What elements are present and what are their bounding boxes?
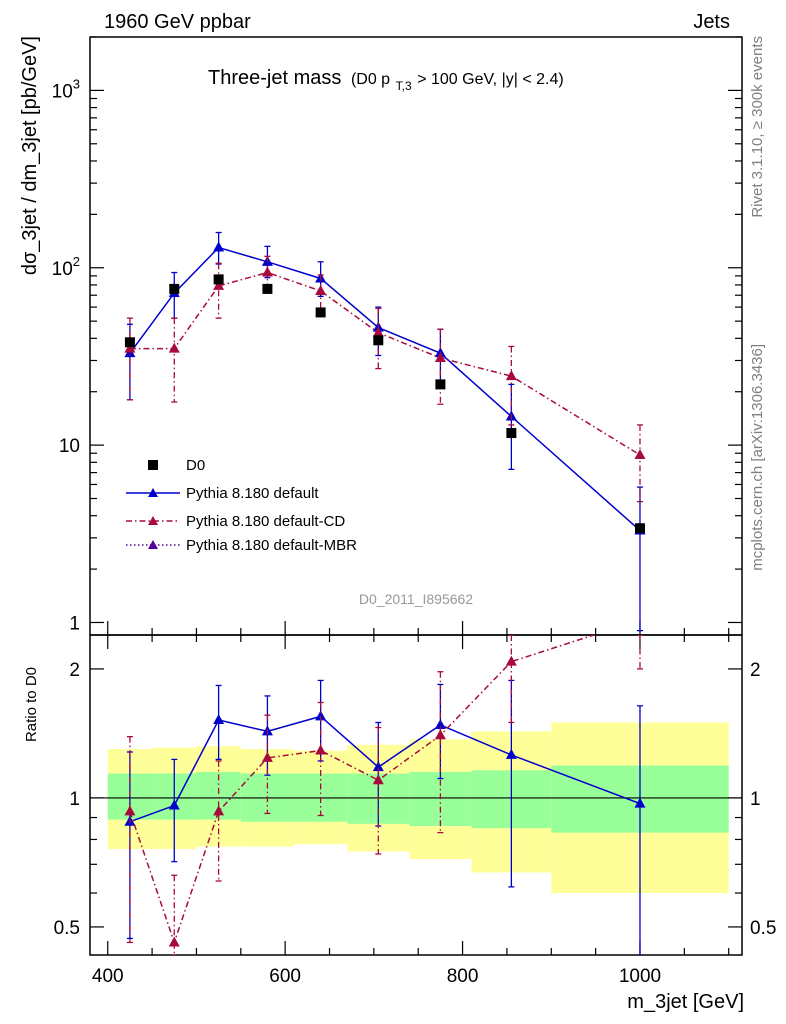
y-tick-label: 103 bbox=[52, 76, 80, 102]
data-point-d0 bbox=[506, 428, 517, 439]
ratio-tick-label-right: 2 bbox=[750, 660, 761, 681]
series-marker-ratio bbox=[434, 718, 446, 729]
ratio-plot-frame bbox=[89, 634, 743, 956]
series-marker-ratio bbox=[213, 714, 225, 725]
header-energy-label: 1960 GeV ppbar bbox=[104, 11, 251, 33]
legend-label-d0: D0 bbox=[186, 457, 205, 474]
data-point-d0 bbox=[213, 274, 224, 285]
data-point-d0 bbox=[262, 283, 273, 294]
series-marker-ratio bbox=[505, 748, 517, 759]
y-axis-label: dσ_3jet / dm_3jet [pb/GeV] bbox=[19, 36, 41, 275]
series-marker-ratio bbox=[372, 761, 384, 772]
chart-title-cut-index: T,3 bbox=[396, 79, 412, 93]
y-tick-label: 1 bbox=[69, 613, 80, 634]
series-marker-ratio bbox=[168, 936, 180, 947]
ratio-uncertainty-bands bbox=[107, 722, 729, 893]
series-marker-ratio bbox=[505, 655, 517, 666]
series-marker-ratio bbox=[124, 805, 136, 816]
chart-title-cut-rest: > 100 GeV, |y| < 2.4) bbox=[417, 71, 563, 88]
series-marker-ratio bbox=[315, 710, 327, 721]
y-tick-label-exponent: 2 bbox=[73, 254, 80, 269]
series-marker-ratio bbox=[372, 774, 384, 785]
x-tick-label: 1000 bbox=[619, 966, 661, 987]
series-marker-main bbox=[213, 279, 225, 290]
header-category-label: Jets bbox=[693, 11, 730, 33]
data-point-d0 bbox=[634, 523, 645, 534]
ratio-y-axis-label: Ratio to D0 bbox=[23, 667, 40, 742]
data-point-d0 bbox=[373, 335, 384, 346]
legend-marker-default bbox=[148, 488, 158, 497]
data-point-d0 bbox=[315, 307, 326, 318]
ratio-tick-label: 1 bbox=[69, 789, 80, 810]
ratio-tick-label-right: 0.5 bbox=[750, 918, 776, 939]
ratio-tick-label: 0.5 bbox=[54, 918, 80, 939]
data-points-layer bbox=[124, 274, 645, 534]
series-marker-ratio bbox=[434, 729, 446, 740]
series-marker-ratio bbox=[213, 805, 225, 816]
ratio-tick-label-right: 1 bbox=[750, 789, 761, 810]
data-point-d0 bbox=[124, 337, 135, 348]
x-tick-label: 400 bbox=[92, 966, 124, 987]
analysis-id-label: D0_2011_I895662 bbox=[359, 591, 473, 607]
axis-ticks bbox=[90, 36, 742, 955]
series-marker-main bbox=[315, 284, 327, 295]
y-tick-label: 10 bbox=[59, 436, 80, 457]
data-point-d0 bbox=[435, 379, 446, 390]
y-tick-label-base: 10 bbox=[52, 81, 73, 102]
chart-title: Three-jet mass (D0 p T,3 > 100 GeV, |y| … bbox=[208, 67, 564, 95]
legend-marker-default-mbr bbox=[148, 540, 158, 549]
series-marker-main bbox=[213, 241, 225, 252]
y-tick-label: 102 bbox=[52, 254, 80, 280]
series-marker-main bbox=[372, 326, 384, 337]
series-marker-main bbox=[505, 370, 517, 381]
data-point-d0 bbox=[169, 283, 180, 294]
series-marker-main bbox=[261, 266, 273, 277]
x-tick-label: 600 bbox=[269, 966, 301, 987]
legend-marker-default-cd bbox=[148, 516, 158, 525]
chart-title-cut: (D0 p bbox=[351, 71, 390, 88]
series-marker-ratio bbox=[315, 744, 327, 755]
main-series-layer bbox=[124, 231, 646, 632]
series-marker-ratio bbox=[168, 799, 180, 810]
series-marker-main bbox=[434, 351, 446, 362]
series-line-ratio bbox=[129, 635, 597, 945]
chart-title-main: Three-jet mass bbox=[208, 67, 341, 89]
legend: D0 Pythia 8.180 default Pythia 8.180 def… bbox=[126, 457, 357, 554]
mcplots-label: mcplots.cern.ch [arXiv:1306.3436] bbox=[749, 344, 766, 571]
series-marker-main bbox=[124, 342, 136, 353]
ratio-series-layer bbox=[124, 635, 646, 955]
y-tick-label-exponent: 3 bbox=[73, 76, 80, 91]
series-marker-ratio bbox=[634, 797, 646, 808]
series-marker-main bbox=[634, 448, 646, 459]
series-marker-main bbox=[168, 342, 180, 353]
y-tick-label-base: 10 bbox=[52, 259, 73, 280]
legend-label-default: Pythia 8.180 default bbox=[186, 485, 319, 502]
ratio-tick-label: 2 bbox=[69, 660, 80, 681]
legend-marker-d0 bbox=[148, 460, 158, 470]
legend-label-default-cd: Pythia 8.180 default-CD bbox=[186, 513, 345, 530]
rivet-version-label: Rivet 3.1.10, ≥ 300k events bbox=[749, 36, 766, 218]
series-line-main bbox=[129, 271, 641, 456]
series-marker-ratio bbox=[261, 751, 273, 762]
x-axis-label: m_3jet [GeV] bbox=[627, 991, 744, 1013]
legend-label-default-mbr: Pythia 8.180 default-MBR bbox=[186, 537, 357, 554]
x-tick-label: 800 bbox=[447, 966, 479, 987]
